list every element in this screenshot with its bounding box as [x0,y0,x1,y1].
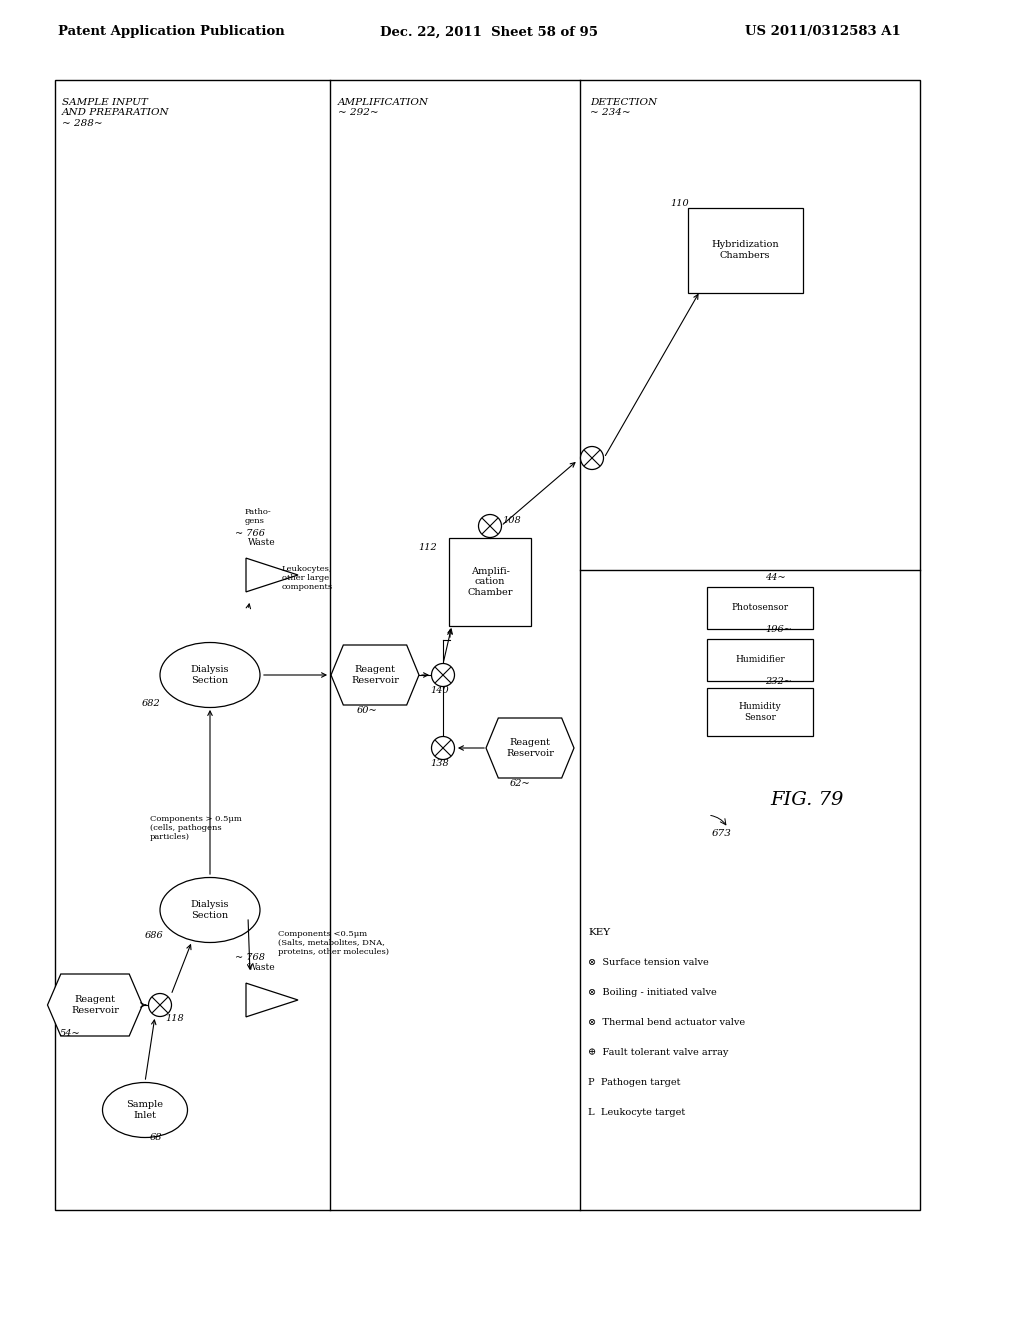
Text: 44~: 44~ [765,573,785,582]
Text: Components > 0.5μm
(cells, pathogens
particles): Components > 0.5μm (cells, pathogens par… [150,814,242,841]
Text: Dialysis
Section: Dialysis Section [190,665,229,685]
Text: Reagent
Reservoir: Reagent Reservoir [351,665,399,685]
Text: ⊗  Thermal bend actuator valve: ⊗ Thermal bend actuator valve [588,1018,745,1027]
Text: Waste: Waste [248,964,275,972]
FancyBboxPatch shape [708,587,812,630]
Text: US 2011/0312583 A1: US 2011/0312583 A1 [745,25,901,38]
Text: ~ 766: ~ 766 [234,529,265,539]
Text: Dialysis
Section: Dialysis Section [190,900,229,920]
Circle shape [431,664,455,686]
Text: P  Pathogen target: P Pathogen target [588,1078,681,1086]
Circle shape [148,994,171,1016]
Text: 112: 112 [418,543,437,552]
Text: Leukocytes,
other large
components: Leukocytes, other large components [282,565,333,591]
Text: Reagent
Reservoir: Reagent Reservoir [71,995,119,1015]
Polygon shape [486,718,574,777]
Text: L  Leukocyte target: L Leukocyte target [588,1107,685,1117]
Text: 686: 686 [145,931,164,940]
Text: ⊗  Boiling - initiated valve: ⊗ Boiling - initiated valve [588,987,717,997]
Text: ~ 768: ~ 768 [234,953,265,962]
Text: AMPLIFICATION
~ 292~: AMPLIFICATION ~ 292~ [338,98,429,117]
FancyBboxPatch shape [55,81,920,1210]
Text: 110: 110 [670,199,689,209]
Text: Humidifier: Humidifier [735,656,784,664]
Text: 232~: 232~ [765,677,792,686]
Text: Patho-
gens: Patho- gens [245,508,271,525]
Text: 62~: 62~ [510,779,530,788]
Text: Sample
Inlet: Sample Inlet [127,1101,164,1119]
Text: 60~: 60~ [357,706,378,715]
Text: ⊕  Fault tolerant valve array: ⊕ Fault tolerant valve array [588,1048,728,1057]
Text: 118: 118 [165,1014,183,1023]
Circle shape [431,737,455,759]
Ellipse shape [160,878,260,942]
FancyBboxPatch shape [708,688,812,737]
Text: ⊗  Surface tension valve: ⊗ Surface tension valve [588,958,709,968]
Text: Dec. 22, 2011  Sheet 58 of 95: Dec. 22, 2011 Sheet 58 of 95 [380,25,598,38]
FancyBboxPatch shape [687,207,803,293]
Text: 108: 108 [502,516,521,525]
Polygon shape [246,558,298,591]
Circle shape [478,515,502,537]
Text: DETECTION
~ 234~: DETECTION ~ 234~ [590,98,657,117]
Ellipse shape [102,1082,187,1138]
Circle shape [581,446,603,470]
FancyBboxPatch shape [708,639,812,681]
Polygon shape [47,974,142,1036]
Text: Amplifi-
cation
Chamber: Amplifi- cation Chamber [467,568,513,597]
Text: Patent Application Publication: Patent Application Publication [58,25,285,38]
Text: Components <0.5μm
(Salts, metabolites, DNA,
proteins, other molecules): Components <0.5μm (Salts, metabolites, D… [278,931,389,957]
Text: Reagent
Reservoir: Reagent Reservoir [506,738,554,758]
Text: 138: 138 [430,759,449,768]
Text: 673: 673 [712,829,732,838]
Text: 68: 68 [150,1133,163,1142]
Text: 682: 682 [142,700,161,708]
Text: 196~: 196~ [765,624,792,634]
Text: Humidity
Sensor: Humidity Sensor [738,702,781,722]
Polygon shape [246,983,298,1016]
Text: 54~: 54~ [60,1030,81,1038]
Text: Photosensor: Photosensor [731,603,788,612]
Text: SAMPLE INPUT
AND PREPARATION
~ 288~: SAMPLE INPUT AND PREPARATION ~ 288~ [62,98,170,128]
Text: FIG. 79: FIG. 79 [770,791,844,809]
Text: Waste: Waste [248,539,275,546]
Ellipse shape [160,643,260,708]
Text: Hybridization
Chambers: Hybridization Chambers [712,240,779,260]
Text: KEY: KEY [588,928,610,937]
Polygon shape [331,645,419,705]
Text: 140: 140 [430,686,449,696]
FancyBboxPatch shape [449,539,531,626]
